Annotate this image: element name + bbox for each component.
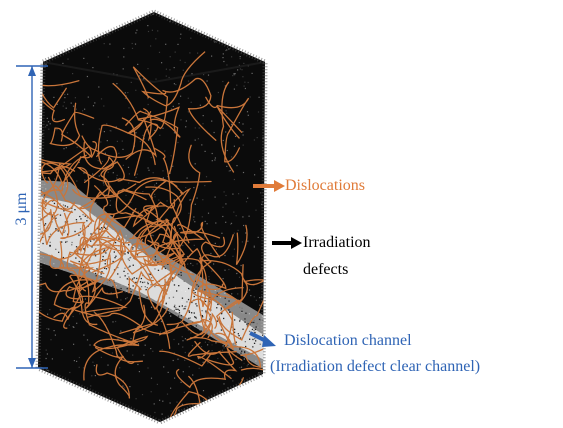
irradiation-defects-label-line2: defects xyxy=(303,261,349,278)
dislocation-line xyxy=(38,224,86,269)
dislocation-line xyxy=(145,186,192,220)
dislocation-line xyxy=(166,236,226,326)
dislocation-line xyxy=(83,141,118,170)
dislocation-line xyxy=(133,108,159,176)
dislocation-line xyxy=(134,205,177,258)
dislocations-arrow xyxy=(253,180,285,192)
dislocation-line xyxy=(91,216,124,293)
dislocation-line xyxy=(77,185,144,220)
irradiation-defects-arrow xyxy=(272,237,302,249)
channel-arrow xyxy=(249,331,276,347)
dislocation-line xyxy=(197,256,234,299)
dislocation-line xyxy=(235,224,248,266)
dislocation-line xyxy=(49,102,81,147)
dislocation-line xyxy=(189,311,237,348)
dislocation-line xyxy=(83,338,140,381)
dislocation-channel-label-line1: Dislocation channel xyxy=(284,332,412,349)
scale-bar xyxy=(16,65,48,369)
dislocation-line xyxy=(196,350,232,380)
dislocation-line xyxy=(140,51,206,107)
dislocation-line xyxy=(227,346,262,368)
dislocation-line xyxy=(65,274,99,326)
dislocation-line xyxy=(53,279,123,310)
dislocation-line xyxy=(115,189,195,283)
dislocation-line xyxy=(122,188,160,265)
dislocation-line xyxy=(87,270,154,318)
dislocation-line xyxy=(107,250,126,299)
dislocation-line xyxy=(220,81,235,173)
dislocation-line xyxy=(180,221,221,258)
dislocation-line xyxy=(186,312,218,341)
dislocation-line xyxy=(74,309,143,328)
dislocation-line xyxy=(216,106,243,139)
dislocation-line xyxy=(125,110,179,175)
dislocation-line xyxy=(94,312,144,363)
dislocation-line xyxy=(72,156,119,199)
dislocation-line xyxy=(38,159,55,200)
dislocation-line xyxy=(159,350,213,367)
dislocation-line xyxy=(181,289,233,336)
dislocation-line xyxy=(205,347,243,366)
dislocation-line xyxy=(100,161,125,196)
dislocation-line xyxy=(218,288,265,341)
dislocation-line xyxy=(166,255,208,308)
dislocation-line xyxy=(127,233,186,266)
dislocation-line xyxy=(125,117,157,166)
dislocation-line xyxy=(227,264,244,310)
dislocation-line xyxy=(132,199,176,228)
dislocation-line xyxy=(38,209,53,306)
dislocation-line xyxy=(201,286,244,339)
dislocation-line xyxy=(38,80,80,109)
dislocation-line xyxy=(38,159,63,210)
dislocation-channel-label-line2: (Irradiation defect clear channel) xyxy=(270,358,481,375)
dislocation-line xyxy=(153,147,190,244)
dislocation-line xyxy=(76,166,178,197)
dislocation-line xyxy=(119,237,172,275)
dislocation-line xyxy=(158,321,202,336)
dislocation-line xyxy=(73,228,109,271)
dislocation-line xyxy=(94,185,137,229)
dislocations-label: Dislocations xyxy=(285,177,365,194)
dislocation-lines xyxy=(38,51,265,422)
dislocation-line xyxy=(156,247,215,349)
dislocation-line xyxy=(128,276,159,326)
dislocation-line xyxy=(61,111,98,159)
dislocation-line xyxy=(38,117,76,175)
dislocation-line xyxy=(187,341,237,357)
dislocation-line xyxy=(69,258,110,275)
dislocation-line xyxy=(38,162,81,207)
dislocation-line xyxy=(240,344,265,362)
dislocation-line xyxy=(112,66,169,130)
dislocation-line xyxy=(41,176,74,237)
dislocation-line xyxy=(116,335,149,364)
dislocation-line xyxy=(38,199,76,211)
dislocation-line xyxy=(73,263,179,344)
dislocation-line xyxy=(147,269,177,311)
dislocation-line xyxy=(162,77,217,141)
dislocation-line xyxy=(205,96,250,163)
dislocation-line xyxy=(79,236,116,255)
dislocation-line xyxy=(78,179,168,292)
dislocation-line xyxy=(119,278,166,335)
dislocation-line xyxy=(38,297,78,329)
scale-bar-label: 3 μm xyxy=(13,192,30,226)
dislocation-line xyxy=(201,259,265,306)
irradiation-defects-label-line1: Irradiation xyxy=(303,234,371,251)
dislocation-line xyxy=(66,246,112,294)
dislocation-line xyxy=(215,299,240,351)
dislocation-line xyxy=(41,154,89,249)
dislocation-line xyxy=(54,185,93,240)
dislocation-line xyxy=(201,318,230,344)
dislocation-line xyxy=(38,213,59,257)
dislocation-line xyxy=(143,218,195,276)
dislocation-line xyxy=(161,218,194,270)
